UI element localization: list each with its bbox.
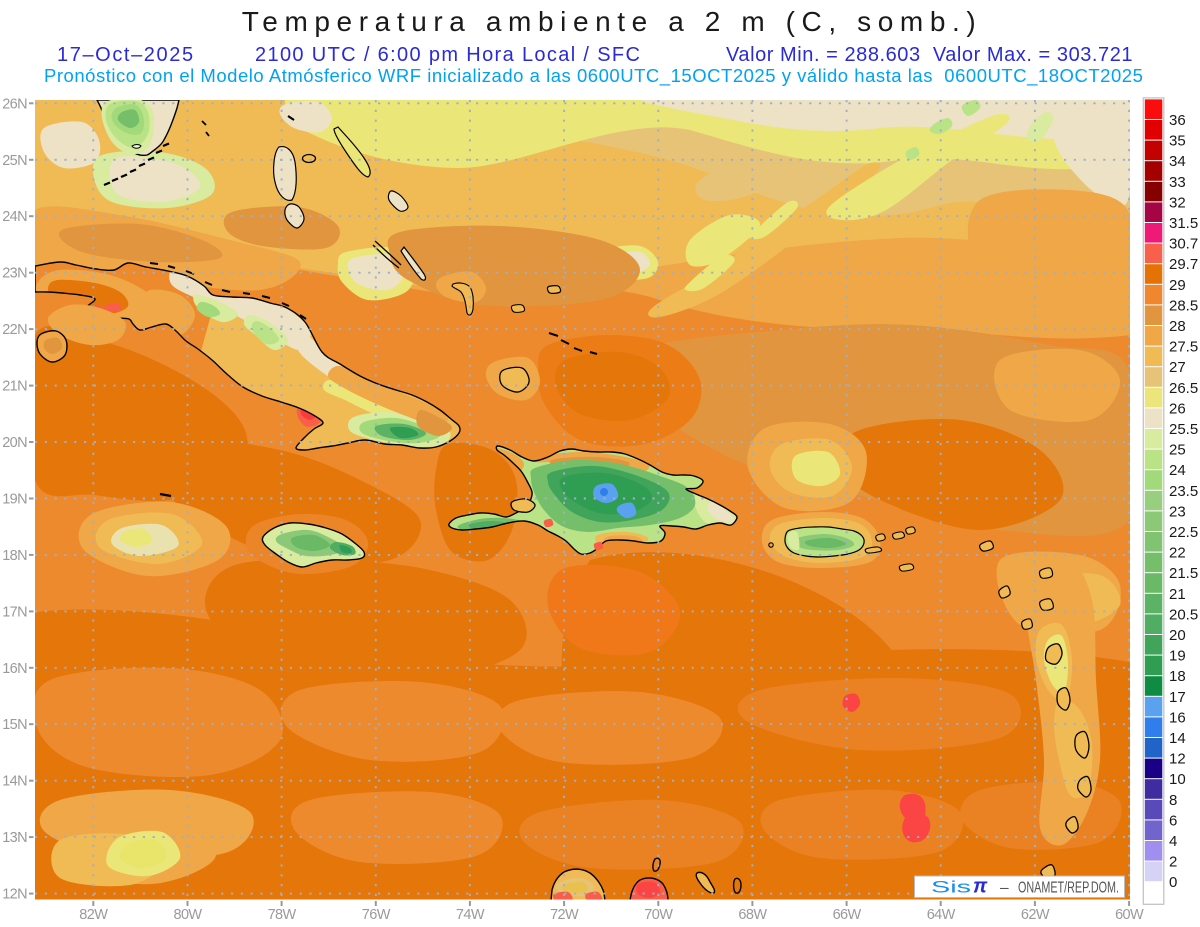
svg-text:23N: 23N [2, 266, 27, 282]
svg-text:23: 23 [1169, 503, 1186, 520]
svg-text:20: 20 [1169, 627, 1186, 644]
svg-text:30.7: 30.7 [1169, 236, 1198, 253]
svg-text:ONAMET/REP.DOM.: ONAMET/REP.DOM. [1018, 880, 1119, 897]
svg-text:2100 UTC / 6:00 pm Hora Local: 2100 UTC / 6:00 pm Hora Local / SFC [255, 44, 641, 66]
svg-text:60W: 60W [1115, 907, 1144, 923]
svg-text:2: 2 [1169, 854, 1177, 871]
svg-text:24N: 24N [2, 209, 27, 225]
svg-text:27.5: 27.5 [1169, 339, 1198, 356]
svg-text:36: 36 [1169, 112, 1186, 129]
svg-text:14N: 14N [2, 774, 27, 790]
svg-text:Valor Min. = 288.603 Valor Ma: Valor Min. = 288.603 Valor Max. = 303.72… [726, 44, 1133, 66]
svg-text:14: 14 [1169, 730, 1186, 747]
svg-text:33: 33 [1169, 174, 1186, 191]
svg-text:Temperatura ambiente a 2 m (C,: Temperatura ambiente a 2 m (C, somb.) [242, 6, 983, 37]
svg-text:22: 22 [1169, 545, 1186, 562]
svg-text:32: 32 [1169, 194, 1186, 211]
svg-text:35: 35 [1169, 133, 1186, 150]
svg-text:31.5: 31.5 [1169, 215, 1198, 232]
svg-text:π: π [973, 876, 988, 898]
svg-text:22N: 22N [2, 322, 27, 338]
svg-text:20N: 20N [2, 435, 27, 451]
svg-text:21N: 21N [2, 379, 27, 395]
svg-text:26: 26 [1169, 400, 1186, 417]
svg-text:Pronóstico con el Modelo Atmós: Pronóstico con el Modelo Atmósferico WRF… [44, 65, 1143, 87]
svg-text:17–Oct–2025: 17–Oct–2025 [57, 44, 195, 66]
svg-text:25: 25 [1169, 442, 1186, 459]
svg-text:29.7: 29.7 [1169, 256, 1198, 273]
svg-text:21.5: 21.5 [1169, 565, 1198, 582]
svg-text:4: 4 [1169, 833, 1177, 850]
svg-text:68W: 68W [738, 907, 767, 923]
svg-text:24: 24 [1169, 462, 1186, 479]
svg-text:0: 0 [1169, 874, 1177, 891]
svg-text:34: 34 [1169, 153, 1186, 170]
svg-text:28.5: 28.5 [1169, 297, 1198, 314]
svg-text:82W: 82W [79, 907, 108, 923]
svg-text:17N: 17N [2, 604, 27, 620]
svg-text:12: 12 [1169, 751, 1186, 768]
svg-text:22.5: 22.5 [1169, 524, 1198, 541]
svg-text:6: 6 [1169, 812, 1177, 829]
svg-text:15N: 15N [2, 717, 27, 733]
svg-text:64W: 64W [927, 907, 956, 923]
svg-text:18: 18 [1169, 668, 1186, 685]
svg-text:74W: 74W [456, 907, 485, 923]
svg-text:26.5: 26.5 [1169, 380, 1198, 397]
svg-text:12N: 12N [2, 887, 27, 903]
svg-text:72W: 72W [550, 907, 579, 923]
svg-text:16N: 16N [2, 661, 27, 677]
svg-text:16: 16 [1169, 709, 1186, 726]
svg-text:19N: 19N [2, 492, 27, 508]
svg-text:26N: 26N [2, 96, 27, 112]
svg-text:13N: 13N [2, 830, 27, 846]
svg-text:20.5: 20.5 [1169, 606, 1198, 623]
svg-text:–: – [1000, 880, 1009, 897]
svg-text:23.5: 23.5 [1169, 483, 1198, 500]
svg-text:78W: 78W [268, 907, 297, 923]
svg-text:27: 27 [1169, 359, 1186, 376]
svg-text:25.5: 25.5 [1169, 421, 1198, 438]
svg-text:8: 8 [1169, 792, 1177, 809]
svg-text:70W: 70W [644, 907, 673, 923]
svg-text:29: 29 [1169, 277, 1186, 294]
svg-text:17: 17 [1169, 689, 1186, 706]
svg-text:Sis: Sis [931, 878, 971, 897]
svg-text:76W: 76W [362, 907, 391, 923]
svg-text:62W: 62W [1021, 907, 1050, 923]
svg-text:19: 19 [1169, 648, 1186, 665]
svg-text:21: 21 [1169, 586, 1186, 603]
svg-text:28: 28 [1169, 318, 1186, 335]
svg-text:25N: 25N [2, 153, 27, 169]
svg-text:80W: 80W [173, 907, 202, 923]
svg-text:18N: 18N [2, 548, 27, 564]
svg-text:10: 10 [1169, 771, 1186, 788]
svg-text:66W: 66W [833, 907, 862, 923]
